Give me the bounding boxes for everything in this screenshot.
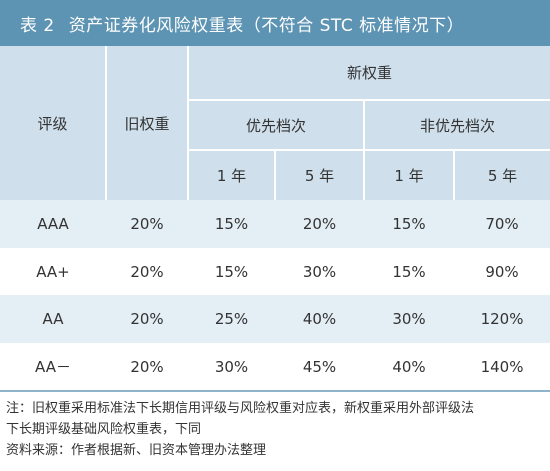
header-rating: 评级	[0, 46, 107, 200]
cell-non-senior-1y: 15%	[364, 200, 454, 248]
header-senior-5y: 5 年	[275, 150, 365, 200]
cell-rating: AAA	[0, 200, 106, 248]
cell-non-senior-1y: 15%	[364, 248, 454, 295]
table-caption: 资产证券化风险权重表（不符合 STC 标准情况下）	[68, 15, 465, 36]
cell-senior-5y: 30%	[275, 248, 364, 295]
cell-rating: AA+	[0, 248, 106, 295]
cell-non-senior-1y: 30%	[364, 295, 454, 343]
risk-weight-table: 评级 旧权重 新权重 优先档次 非优先档次 1 年 5 年 1 年 5 年 AA…	[0, 46, 550, 390]
cell-senior-5y: 20%	[275, 200, 364, 248]
header-old-weight: 旧权重	[106, 46, 189, 200]
cell-senior-5y: 40%	[275, 295, 364, 343]
cell-senior-1y: 25%	[188, 295, 275, 343]
header-non-senior: 非优先档次	[364, 100, 550, 151]
table-row: AAA 20% 15% 20% 15% 70%	[0, 200, 550, 248]
cell-old-weight: 20%	[106, 248, 188, 295]
cell-rating: AA－	[0, 343, 106, 390]
note-line-1: 注：旧权重采用标准法下长期信用评级与风险权重对应表，新权重采用外部评级法	[6, 401, 475, 416]
table-notes: 注：旧权重采用标准法下长期信用评级与风险权重对应表，新权重采用外部评级法 下长期…	[6, 398, 546, 461]
table-title: 表 2 资产证券化风险权重表（不符合 STC 标准情况下）	[0, 0, 550, 46]
header-non-senior-1y: 1 年	[364, 150, 455, 200]
cell-non-senior-5y: 70%	[454, 200, 550, 248]
table-bottom-rule	[0, 390, 550, 392]
header-non-senior-5y: 5 年	[454, 150, 550, 200]
note-line-2: 下长期评级基础风险权重表，下同	[6, 422, 202, 437]
table-row: AA 20% 25% 40% 30% 120%	[0, 295, 550, 343]
source-note: 资料来源：作者根据新、旧资本管理办法整理	[6, 443, 267, 458]
cell-non-senior-5y: 120%	[454, 295, 550, 343]
cell-senior-5y: 45%	[275, 343, 364, 390]
header-senior: 优先档次	[188, 100, 365, 151]
cell-old-weight: 20%	[106, 343, 188, 390]
header-senior-1y: 1 年	[188, 150, 276, 200]
cell-rating: AA	[0, 295, 106, 343]
cell-non-senior-5y: 90%	[454, 248, 550, 295]
cell-non-senior-1y: 40%	[364, 343, 454, 390]
cell-senior-1y: 30%	[188, 343, 275, 390]
table-number: 表 2	[20, 15, 55, 36]
cell-old-weight: 20%	[106, 200, 188, 248]
cell-senior-1y: 15%	[188, 248, 275, 295]
cell-non-senior-5y: 140%	[454, 343, 550, 390]
cell-senior-1y: 15%	[188, 200, 275, 248]
header-new-weight: 新权重	[188, 46, 550, 101]
table-row: AA+ 20% 15% 30% 15% 90%	[0, 248, 550, 295]
cell-old-weight: 20%	[106, 295, 188, 343]
table-row: AA－ 20% 30% 45% 40% 140%	[0, 343, 550, 390]
